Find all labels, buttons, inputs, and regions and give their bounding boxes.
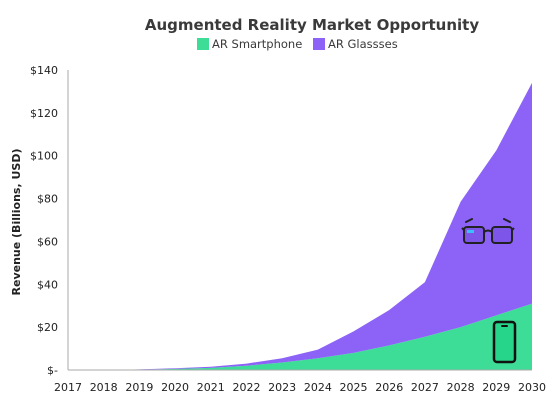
y-tick-label: $100: [30, 150, 58, 163]
y-tick-label: $-: [47, 364, 58, 377]
legend-label-ar-glasses: AR Glassses: [328, 37, 398, 51]
x-tick-label: 2021: [197, 381, 225, 394]
x-tick-label: 2028: [447, 381, 475, 394]
x-tick-label: 2025: [340, 381, 368, 394]
x-tick-label: 2018: [90, 381, 118, 394]
x-tick-label: 2026: [375, 381, 403, 394]
legend-swatch-ar-glasses: [313, 38, 325, 50]
x-tick-label: 2019: [125, 381, 153, 394]
y-tick-label: $40: [37, 278, 58, 291]
x-tick-label: 2020: [161, 381, 189, 394]
y-tick-label: $60: [37, 235, 58, 248]
area-series-ar-smartphone: [68, 303, 532, 370]
x-tick-label: 2027: [411, 381, 439, 394]
y-axis-ticks: $- $20 $40 $60 $80 $100 $120 $140: [30, 64, 58, 377]
x-tick-label: 2023: [268, 381, 296, 394]
x-tick-label: 2029: [482, 381, 510, 394]
y-tick-label: $80: [37, 193, 58, 206]
smartphone-icon: [492, 320, 517, 364]
x-tick-label: 2030: [518, 381, 546, 394]
legend-swatch-ar-smartphone: [197, 38, 209, 50]
y-tick-label: $20: [37, 321, 58, 334]
plot-area: [68, 82, 532, 371]
x-tick-label: 2017: [54, 381, 82, 394]
y-tick-label: $140: [30, 64, 58, 77]
legend: AR Smartphone AR Glassses: [197, 37, 398, 51]
y-tick-label: $120: [30, 107, 58, 120]
legend-label-ar-smartphone: AR Smartphone: [212, 37, 302, 51]
x-axis-ticks: 2017 2018 2019 2020 2021 2022 2023 2024 2025 2026…: [54, 381, 546, 394]
ar-glasses-icon: [461, 218, 515, 244]
y-axis-label: Revenue (Billions, USD): [10, 149, 23, 296]
x-tick-label: 2022: [232, 381, 260, 394]
x-tick-label: 2024: [304, 381, 332, 394]
area-series-ar-glassses: [68, 82, 532, 371]
chart-title: Augmented Reality Market Opportunity: [145, 16, 479, 34]
